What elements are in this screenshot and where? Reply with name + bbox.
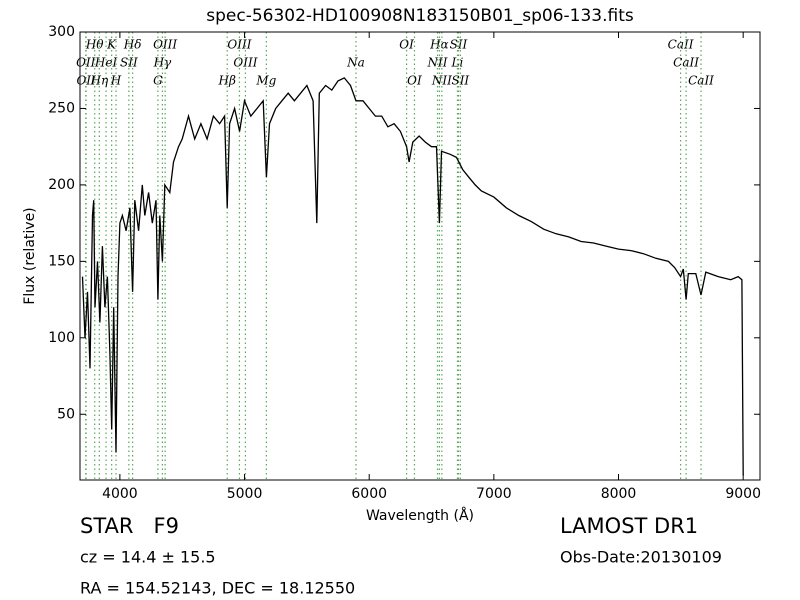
y-tick-label: 300 xyxy=(48,24,75,40)
y-tick-label: 50 xyxy=(57,406,75,422)
spectral-line-label: SII xyxy=(450,38,468,52)
plot-frame xyxy=(79,31,761,481)
y-axis-label: Flux (relative) xyxy=(22,207,38,304)
x-tick-label: 6000 xyxy=(351,486,387,502)
spectral-line-label: Li xyxy=(451,56,464,70)
spectral-line-label: Hγ xyxy=(153,56,172,70)
spectral-line-label: OIII xyxy=(233,56,257,70)
spectral-line-label: OI xyxy=(407,74,422,88)
spectral-line-label: Hα xyxy=(429,38,449,52)
spectral-line-label: G xyxy=(153,74,163,88)
y-tick-label: 150 xyxy=(48,253,75,269)
x-tick-label: 5000 xyxy=(227,486,263,502)
spectral-line-label: OI xyxy=(399,38,414,52)
x-tick-label: 9000 xyxy=(725,486,761,502)
spectral-line-label: SII xyxy=(120,56,138,70)
x-axis-label: Wavelength (Å) xyxy=(366,507,474,524)
redshift: cz = 14.4 ± 15.5 xyxy=(80,548,216,567)
spectral-line-label: Hδ xyxy=(123,38,142,52)
spectral-line-label: NII xyxy=(427,56,448,70)
spectral-line-label: CaII xyxy=(668,38,694,52)
spectral-line-label: SII xyxy=(451,74,469,88)
spectral-line-label: NII xyxy=(431,74,452,88)
spectral-line-label: Na xyxy=(346,56,365,70)
obs-date: Obs-Date:20130109 xyxy=(560,548,722,567)
spectral-line-label: CaII xyxy=(673,56,699,70)
spectrum-line xyxy=(81,77,744,476)
survey: LAMOST DR1 xyxy=(560,514,698,538)
x-tick-label: 4000 xyxy=(102,486,138,502)
y-tick-label: 100 xyxy=(48,330,75,346)
spectral-line-label: OII xyxy=(76,56,96,70)
spectral-line-label: Mg xyxy=(255,74,276,88)
spectral-line-label: CaII xyxy=(688,74,714,88)
chart-title: spec-56302-HD100908N183150B01_sp06-133.f… xyxy=(206,6,634,26)
x-tick-label: 7000 xyxy=(476,486,512,502)
spectral-line-label: HeI xyxy=(94,56,118,70)
spectral-line-label: OIII xyxy=(153,38,177,52)
spectral-line-label: K xyxy=(106,38,117,52)
spectral-line-label: Hη xyxy=(89,74,108,88)
spectral-line-label: OIII xyxy=(227,38,251,52)
spectral-line-label: OII xyxy=(76,74,96,88)
spectral-line-label: H xyxy=(110,74,122,88)
y-tick-label: 250 xyxy=(48,100,75,116)
x-tick-label: 8000 xyxy=(601,486,637,502)
spectral-line-label: Hθ xyxy=(85,38,104,52)
object-class: STAR F9 xyxy=(80,514,179,538)
y-tick-label: 200 xyxy=(48,177,75,193)
spectral-line-label: Hβ xyxy=(218,74,236,88)
coordinates: RA = 154.52143, DEC = 18.12550 xyxy=(80,579,355,598)
